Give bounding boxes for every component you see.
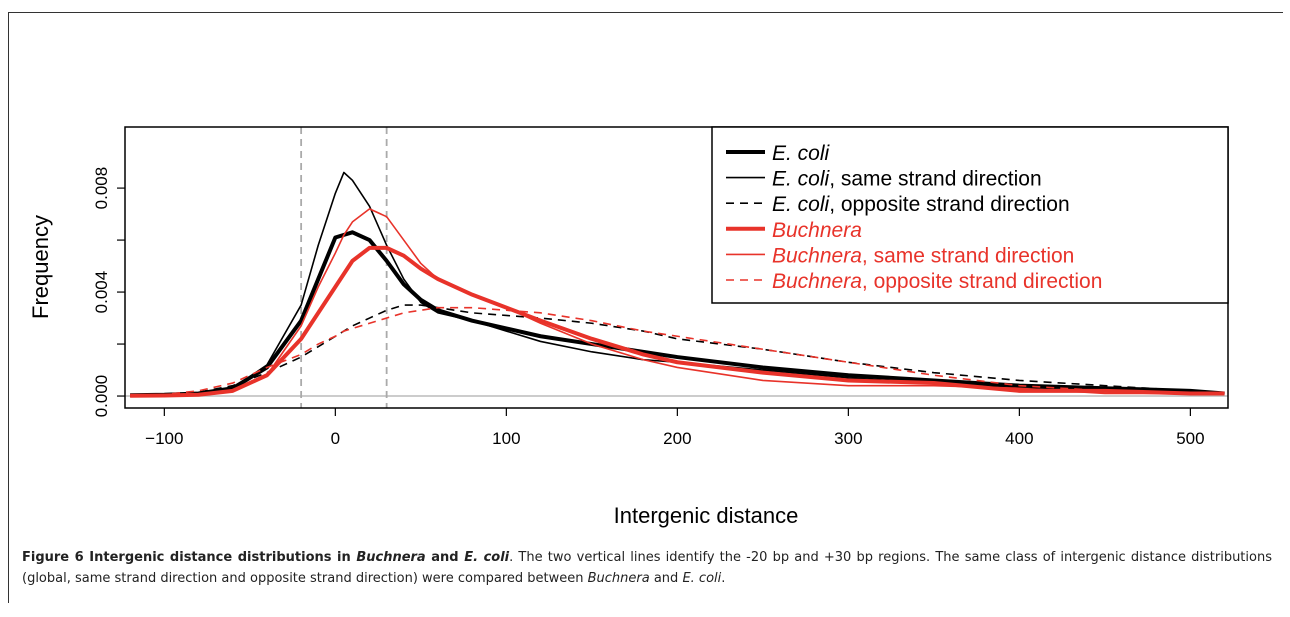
y-tick-label: 0.004 bbox=[92, 271, 111, 314]
legend-label: Buchnera, same strand direction bbox=[772, 244, 1074, 267]
caption-run: Figure 6 Intergenic distance distributio… bbox=[22, 550, 357, 565]
caption-run: E. coli bbox=[682, 571, 722, 586]
y-tick-label: 0.000 bbox=[92, 375, 111, 418]
x-axis-label: Intergenic distance bbox=[614, 503, 799, 528]
x-tick-label: −100 bbox=[145, 429, 183, 448]
legend-label: E. coli, opposite strand direction bbox=[772, 193, 1070, 216]
legend-label: E. coli bbox=[772, 142, 831, 165]
x-tick-label: 100 bbox=[492, 429, 520, 448]
x-tick-label: 200 bbox=[663, 429, 691, 448]
line-series bbox=[130, 230, 1225, 398]
caption-run: Buchnera bbox=[356, 550, 426, 565]
line-series bbox=[130, 306, 1225, 397]
legend-box bbox=[711, 126, 1229, 304]
caption-run: . bbox=[721, 571, 726, 586]
caption-run: E. coli bbox=[464, 550, 510, 565]
y-tick-label: 0.008 bbox=[92, 167, 111, 210]
caption-run: and bbox=[649, 571, 683, 586]
figure-frame bbox=[8, 12, 1283, 603]
x-tick-label: 0 bbox=[331, 429, 340, 448]
legend-label: Buchnera bbox=[772, 219, 862, 242]
chart: Intergenic distance Frequency −100 0 100 20… bbox=[28, 126, 1229, 528]
caption-run: Buchnera bbox=[587, 571, 650, 586]
x-tick-label: 500 bbox=[1176, 429, 1204, 448]
x-tick-label: 400 bbox=[1005, 429, 1033, 448]
caption-run: . The two vertical lines identify the -2… bbox=[22, 550, 1272, 586]
legend-label: Buchnera, opposite strand direction bbox=[772, 270, 1102, 293]
figure-caption: Figure 6 Intergenic distance distributio… bbox=[22, 547, 1272, 589]
legend-label: E. coli, same strand direction bbox=[772, 168, 1042, 191]
line-series bbox=[130, 208, 1225, 397]
line-series bbox=[130, 245, 1225, 398]
line-series bbox=[130, 304, 1225, 397]
caption-run: and bbox=[425, 550, 465, 565]
x-tick-label: 300 bbox=[834, 429, 862, 448]
y-axis-label: Frequency bbox=[28, 215, 53, 319]
